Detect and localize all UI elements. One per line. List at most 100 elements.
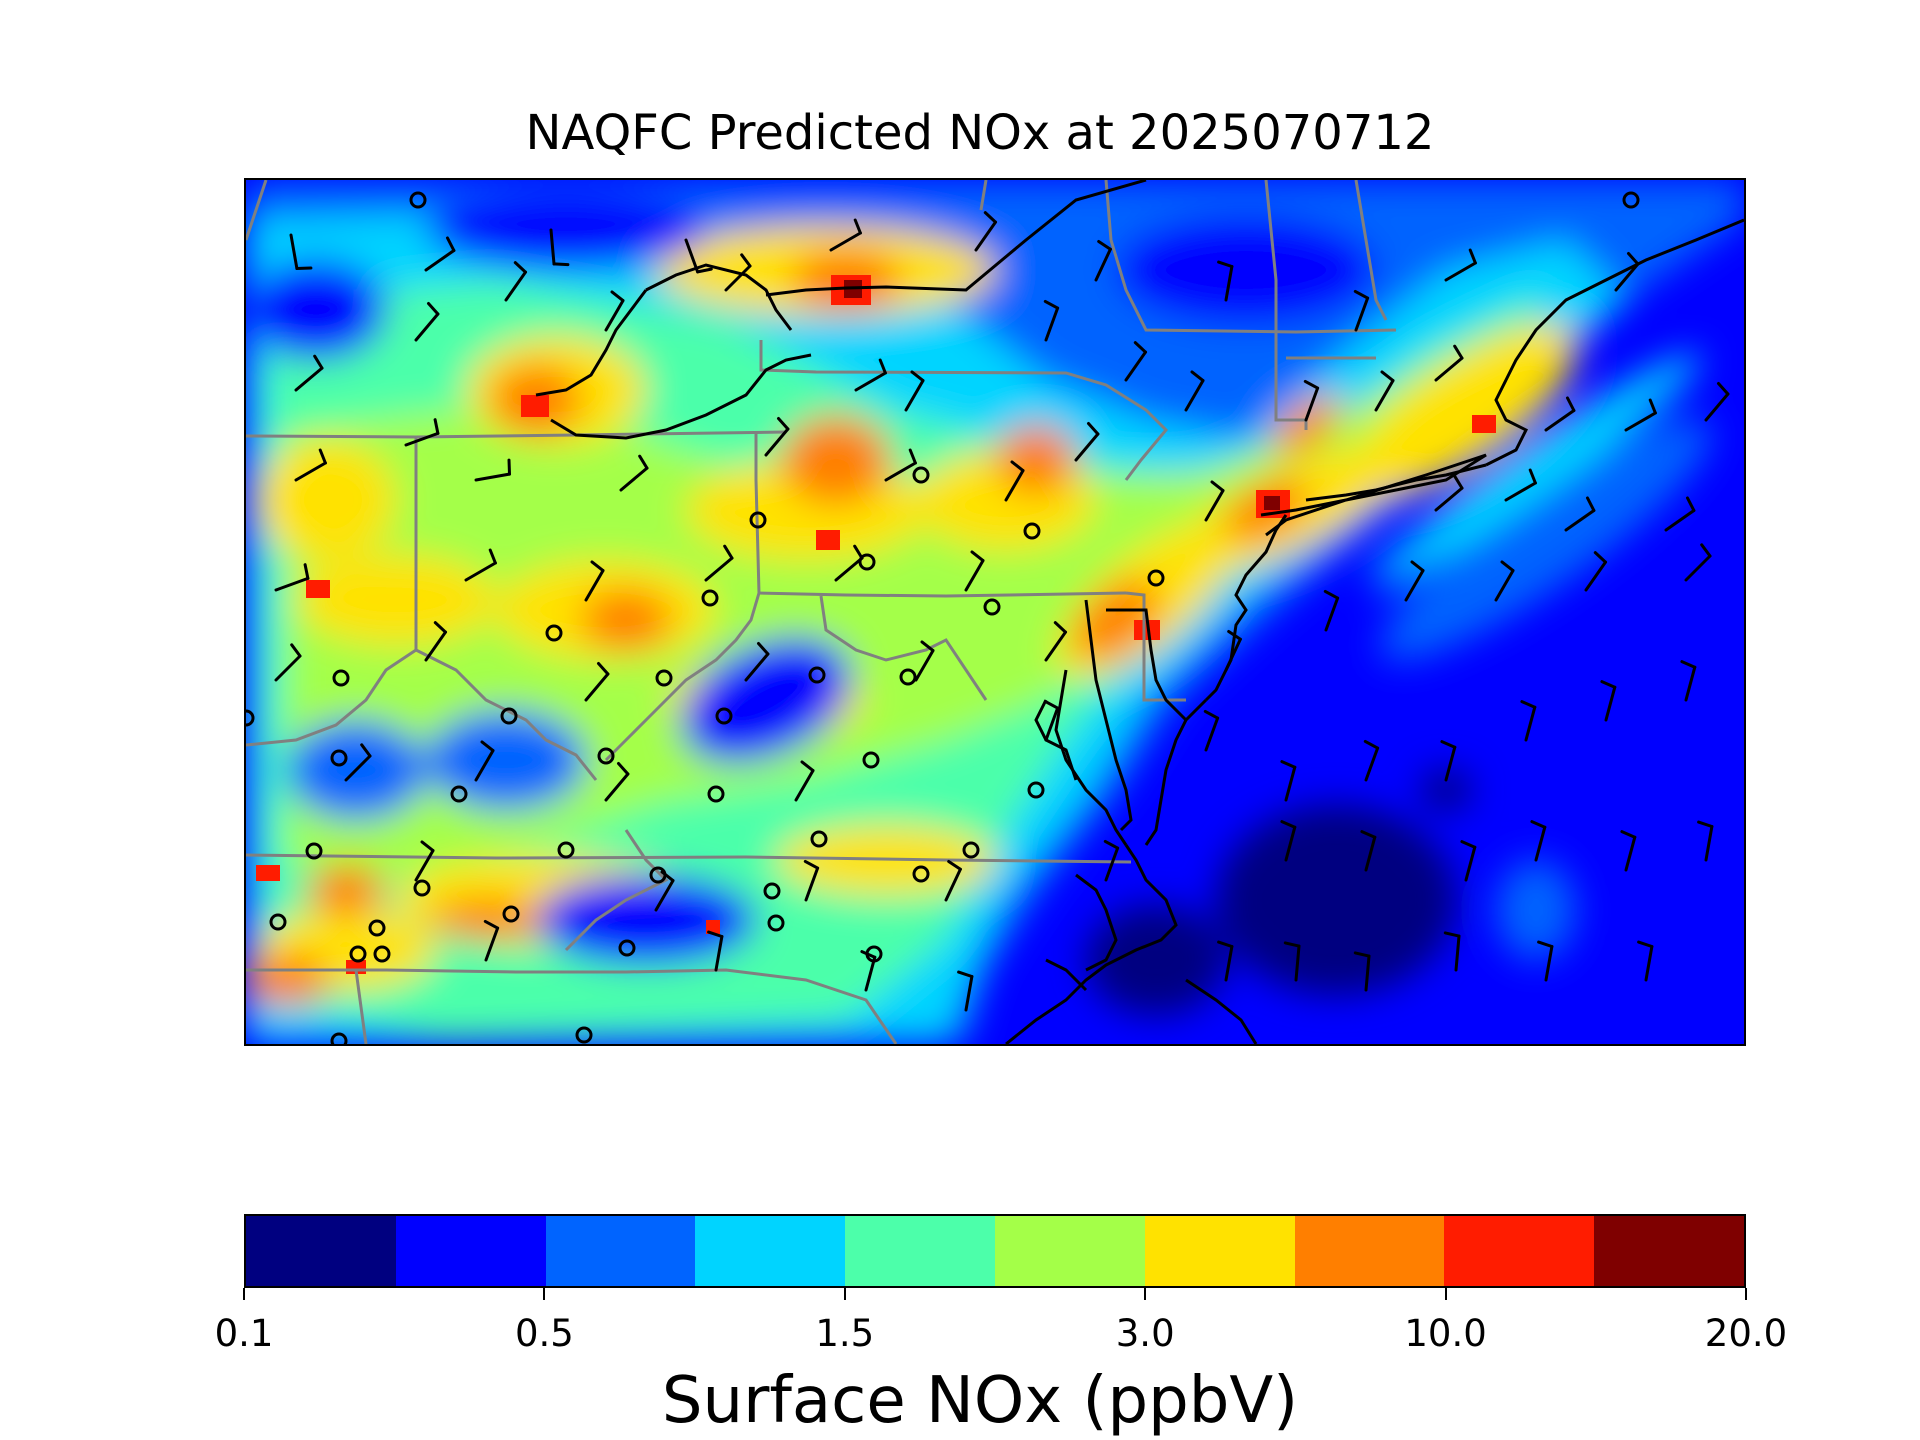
wind-barb bbox=[1224, 265, 1234, 302]
wind-barb bbox=[704, 556, 734, 582]
wind-barb-flag bbox=[908, 448, 917, 465]
wind-barb bbox=[584, 569, 605, 602]
wind-barb bbox=[834, 556, 864, 582]
monitor-site bbox=[618, 939, 636, 957]
wind-barb-flag bbox=[1680, 660, 1697, 669]
colorbar-tick-label: 0.5 bbox=[514, 1312, 574, 1355]
wind-barb bbox=[1704, 825, 1714, 862]
state-boundaries bbox=[246, 180, 1397, 1044]
wind-barb-flag bbox=[803, 859, 820, 870]
wind-barb-flag bbox=[696, 267, 713, 274]
wind-barb-flag bbox=[617, 762, 630, 776]
wind-barb-flag bbox=[1443, 931, 1461, 938]
wind-barb bbox=[1504, 481, 1537, 502]
wind-barb bbox=[1204, 716, 1220, 752]
wind-barb bbox=[1044, 630, 1067, 662]
wind-barb bbox=[294, 366, 324, 392]
wind-barb bbox=[1444, 745, 1457, 782]
wind-barb-flag bbox=[1530, 820, 1547, 829]
wind-barb-flag bbox=[970, 550, 985, 563]
wind-barb-flag bbox=[1190, 370, 1205, 383]
monitor-site bbox=[912, 466, 930, 484]
wind-barb bbox=[864, 955, 877, 992]
monitor-site bbox=[649, 866, 667, 884]
wind-barb-flag bbox=[1460, 840, 1477, 849]
colorbar-tick bbox=[1444, 1288, 1447, 1300]
wind-barb bbox=[804, 866, 820, 902]
monitor-site bbox=[899, 668, 917, 686]
wind-barb-flag bbox=[1468, 248, 1477, 265]
wind-barb bbox=[1434, 486, 1464, 512]
wind-barb bbox=[794, 769, 815, 802]
wind-barb bbox=[904, 379, 925, 412]
wind-barb bbox=[654, 879, 675, 912]
wind-barb bbox=[1534, 825, 1547, 862]
wind-barb-flag bbox=[878, 358, 887, 375]
wind-barb bbox=[1544, 945, 1554, 982]
colorbar-segment bbox=[845, 1216, 995, 1286]
wind-barb bbox=[504, 270, 527, 302]
wind-barb-flag bbox=[1303, 379, 1320, 390]
wind-barb-flag bbox=[1648, 398, 1657, 415]
monitor-site bbox=[763, 882, 781, 900]
nox-map bbox=[246, 180, 1744, 1044]
wind-barb-flag bbox=[1410, 560, 1425, 573]
wind-barb-flag bbox=[1353, 289, 1370, 300]
colorbar-tick-label: 3.0 bbox=[1115, 1312, 1175, 1355]
colorbar-tick-label: 1.5 bbox=[815, 1312, 875, 1355]
wind-barb bbox=[1374, 379, 1395, 412]
wind-barb bbox=[1684, 665, 1697, 702]
wind-barb-flag bbox=[290, 643, 302, 658]
wind-barb-flag bbox=[1537, 940, 1554, 948]
wind-barb-flag bbox=[610, 290, 625, 303]
wind-barb bbox=[1304, 386, 1320, 422]
wind-barb-flag bbox=[910, 370, 925, 383]
wind-barb bbox=[714, 935, 724, 972]
wind-barb bbox=[1284, 765, 1297, 802]
wind-barb bbox=[274, 576, 310, 592]
colorbar-segment bbox=[1144, 1216, 1295, 1286]
wind-barb bbox=[1524, 705, 1537, 742]
monitor-site bbox=[1027, 781, 1045, 799]
wind-barb bbox=[684, 238, 700, 274]
wind-barb-flag bbox=[1103, 839, 1120, 850]
wind-barb-flag bbox=[1686, 496, 1696, 512]
wind-barb-flag bbox=[360, 743, 372, 758]
wind-barb-flag bbox=[1043, 299, 1060, 310]
wind-barb bbox=[964, 975, 974, 1012]
wind-barb-flag bbox=[1353, 951, 1371, 958]
wind-barb bbox=[1044, 706, 1060, 742]
monitor-site bbox=[246, 709, 255, 727]
wind-barb bbox=[1464, 845, 1477, 882]
wind-barb-flag bbox=[1217, 940, 1234, 948]
wind-barb-flag bbox=[1043, 699, 1060, 710]
colorbar-segment bbox=[1294, 1216, 1445, 1286]
monitor-site bbox=[912, 865, 930, 883]
wind-barb bbox=[424, 630, 447, 662]
monitor-site bbox=[810, 830, 828, 848]
wind-barb-flag bbox=[707, 930, 724, 938]
wind-barb bbox=[404, 431, 440, 447]
wind-barb-flag bbox=[957, 970, 974, 978]
wind-barb-flag bbox=[1453, 344, 1464, 360]
monitor-site bbox=[545, 624, 563, 642]
colorbar-segment bbox=[246, 1216, 396, 1286]
wind-barb bbox=[1704, 392, 1730, 422]
wind-barb-flag bbox=[1053, 621, 1067, 634]
wind-barb-flag bbox=[1717, 382, 1730, 396]
wind-barb-flag bbox=[757, 642, 770, 656]
monitor-site bbox=[1023, 522, 1041, 540]
colorbar-segment bbox=[395, 1216, 546, 1286]
wind-barb bbox=[584, 672, 610, 702]
wind-barb-flag bbox=[853, 544, 864, 560]
monitor-site bbox=[330, 1032, 348, 1044]
wind-barb bbox=[464, 561, 497, 582]
monitor-sites bbox=[246, 191, 1640, 1044]
wind-barb-flag bbox=[1210, 480, 1225, 493]
wind-barb-flag bbox=[1323, 589, 1340, 600]
monitor-site bbox=[749, 511, 767, 529]
wind-barb bbox=[744, 652, 770, 682]
wind-barb-flag bbox=[488, 548, 497, 565]
wind-barb-flag bbox=[590, 560, 605, 573]
wind-barb bbox=[1364, 954, 1371, 992]
